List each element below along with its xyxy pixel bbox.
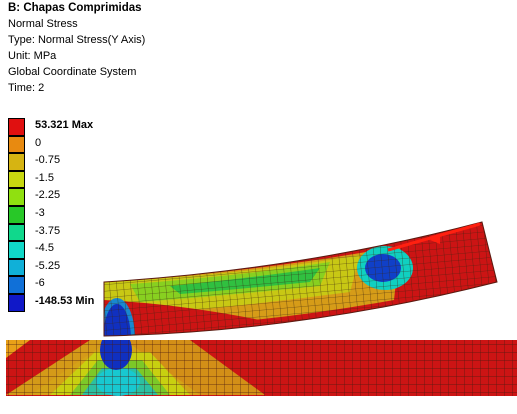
legend-label: -4.5 bbox=[35, 242, 54, 255]
legend-label: -0.75 bbox=[35, 154, 61, 167]
legend-swatch bbox=[8, 223, 25, 242]
legend-swatch bbox=[8, 170, 25, 189]
deformed-beam bbox=[103, 221, 498, 337]
load-arrow-icon[interactable] bbox=[387, 222, 481, 252]
legend-label: -6 bbox=[35, 277, 45, 290]
legend-swatch bbox=[8, 135, 25, 154]
coordinate-system: Global Coordinate System bbox=[8, 66, 137, 78]
legend-swatch bbox=[8, 276, 25, 294]
time-value: Time: 2 bbox=[8, 82, 45, 94]
legend-swatch bbox=[8, 118, 25, 136]
legend-label: -1.5 bbox=[35, 171, 54, 184]
legend-label: -2.25 bbox=[35, 189, 61, 202]
base-plate bbox=[6, 340, 517, 396]
legend-label: 53.321 Max bbox=[35, 119, 94, 131]
legend-swatch bbox=[8, 293, 25, 312]
legend-swatch bbox=[8, 258, 25, 277]
result-name: Normal Stress bbox=[8, 18, 78, 30]
legend-swatch bbox=[8, 241, 25, 259]
result-info-panel: B: Chapas Comprimidas Normal Stress Type… bbox=[8, 0, 145, 96]
legend-swatch bbox=[8, 188, 25, 206]
result-unit: Unit: MPa bbox=[8, 50, 57, 62]
legend-label: -3 bbox=[35, 206, 45, 219]
legend-swatch bbox=[8, 153, 25, 171]
legend-label: -3.75 bbox=[35, 224, 61, 237]
legend-swatch bbox=[8, 205, 25, 224]
legend-label: -148.53 Min bbox=[35, 294, 95, 307]
result-type: Type: Normal Stress(Y Axis) bbox=[8, 34, 146, 46]
analysis-title: B: Chapas Comprimidas bbox=[8, 2, 142, 14]
legend-label: -5.25 bbox=[35, 259, 61, 272]
legend-label: 0 bbox=[35, 136, 42, 149]
